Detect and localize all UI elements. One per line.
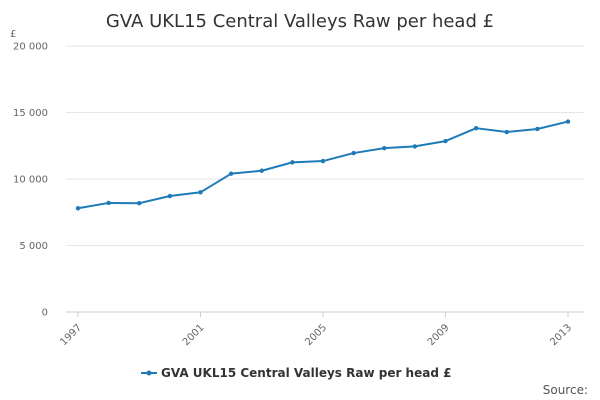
data-point bbox=[137, 201, 142, 206]
x-tick-label: 2001 bbox=[181, 322, 207, 348]
data-point bbox=[290, 160, 295, 165]
data-point bbox=[412, 144, 418, 149]
y-axis-unit-label: £ bbox=[10, 29, 16, 40]
source-label: Source: bbox=[543, 383, 588, 397]
data-point bbox=[106, 200, 111, 206]
data-point bbox=[535, 126, 540, 132]
chart-title: GVA UKL15 Central Valleys Raw per head £ bbox=[106, 11, 494, 32]
series-line bbox=[77, 120, 569, 210]
data-point bbox=[382, 145, 387, 151]
data-point bbox=[75, 206, 81, 211]
data-point bbox=[504, 129, 509, 135]
data-point bbox=[443, 138, 448, 144]
x-tick-label: 2013 bbox=[548, 322, 574, 348]
legend-label: GVA UKL15 Central Valleys Raw per head £ bbox=[161, 366, 451, 380]
y-tick-label: 20 000 bbox=[13, 42, 48, 53]
data-point bbox=[351, 150, 356, 156]
y-tick-label: 10 000 bbox=[13, 175, 48, 186]
data-point bbox=[228, 171, 234, 176]
x-tick-label: 2005 bbox=[303, 322, 329, 348]
x-tick-label: 1997 bbox=[58, 322, 84, 348]
gridlines bbox=[66, 45, 584, 246]
x-axis: 1997 2001 2005 2009 2013 bbox=[58, 311, 584, 348]
legend-point-marker bbox=[146, 370, 152, 376]
data-point bbox=[320, 158, 326, 164]
data-point bbox=[198, 190, 203, 195]
x-tick-label: 2009 bbox=[426, 322, 452, 348]
data-point bbox=[259, 168, 264, 173]
data-point bbox=[167, 193, 173, 199]
data-point bbox=[473, 125, 479, 131]
y-tick-label: 0 bbox=[42, 308, 48, 319]
y-tick-label: 15 000 bbox=[13, 108, 48, 119]
data-point bbox=[565, 119, 571, 124]
y-tick-label: 5 000 bbox=[19, 241, 48, 252]
series-layer bbox=[75, 119, 571, 211]
y-axis-tick-labels: 0 5 000 10 000 15 000 20 000 bbox=[13, 42, 48, 319]
legend[interactable]: GVA UKL15 Central Valleys Raw per head £ bbox=[141, 366, 451, 380]
